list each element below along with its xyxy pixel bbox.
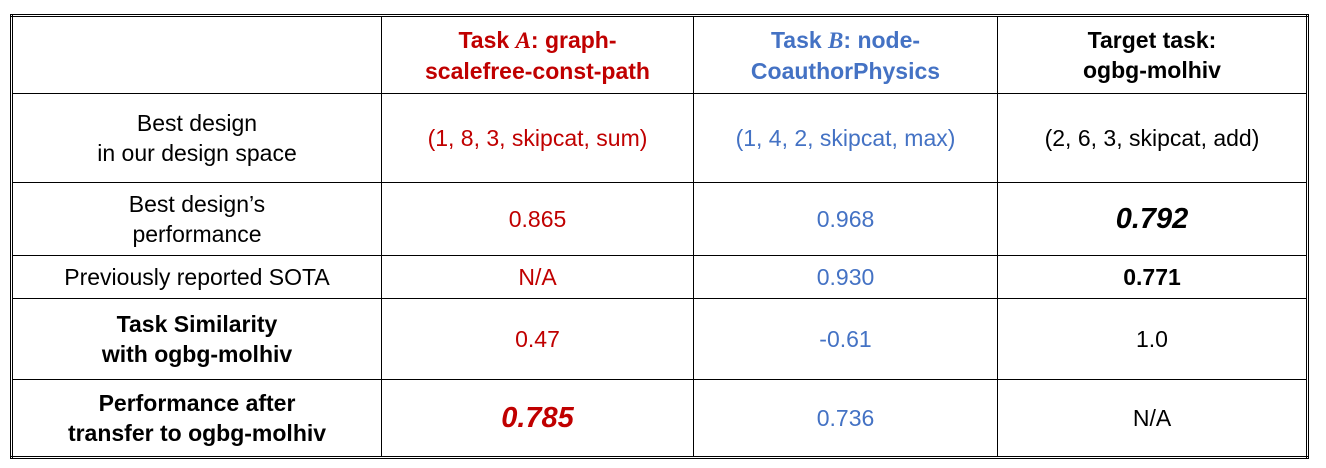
cell-target: N/A (997, 379, 1308, 458)
row-label: Best design in our design space (11, 93, 382, 183)
cell-task-b: 0.736 (693, 379, 998, 458)
results-table: Task A: graph- scalefree-const-path Task… (10, 14, 1309, 459)
cell-task-a: 0.865 (381, 182, 694, 256)
target-name: ogbg-molhiv (1083, 57, 1221, 83)
row-label: Best design’s performance (11, 182, 382, 256)
header-task-a: Task A: graph- scalefree-const-path (381, 15, 694, 94)
label-line: Best design’s (128, 191, 266, 217)
cell-task-b: 0.968 (693, 182, 998, 256)
task-b-prefix: Task (770, 26, 829, 53)
table-row: Best design in our design space (1, 8, 3,… (11, 93, 1308, 183)
cell-target: 1.0 (997, 298, 1308, 380)
cell-task-a: 0.47 (381, 298, 694, 380)
header-target: Target task: ogbg-molhiv (997, 15, 1308, 94)
task-a-suffix: : graph- (530, 26, 617, 53)
empty-corner-cell (11, 15, 382, 94)
task-a-name: scalefree-const-path (425, 57, 650, 84)
label-line: transfer to ogbg-molhiv (67, 420, 327, 446)
table-row: Performance after transfer to ogbg-molhiv… (11, 379, 1308, 458)
cell-task-a: (1, 8, 3, skipcat, sum) (381, 93, 694, 183)
task-b-suffix: : node- (843, 26, 921, 53)
label-line: with ogbg-molhiv (101, 341, 293, 367)
cell-task-b: (1, 4, 2, skipcat, max) (693, 93, 998, 183)
cell-task-a: N/A (381, 255, 694, 299)
table-row: Previously reported SOTA N/A 0.930 0.771 (11, 255, 1308, 299)
label-line: Best design (136, 110, 258, 136)
label-line: in our design space (97, 140, 297, 166)
task-a-var: A (515, 27, 531, 53)
target-label: Target task: (1087, 27, 1217, 53)
label-line: performance (132, 221, 262, 247)
table-row: Task Similarity with ogbg-molhiv 0.47 -0.… (11, 298, 1308, 380)
task-a-prefix: Task (458, 26, 516, 53)
table-row: Best design’s performance 0.865 0.968 0.7… (11, 182, 1308, 256)
row-label: Task Similarity with ogbg-molhiv (11, 298, 382, 380)
label-line: Task Similarity (116, 311, 278, 337)
cell-target: 0.792 (997, 182, 1308, 256)
label-line: Performance after (98, 390, 296, 416)
row-label: Previously reported SOTA (11, 255, 382, 299)
row-label: Performance after transfer to ogbg-molhiv (11, 379, 382, 458)
header-task-b: Task B: node- CoauthorPhysics (693, 15, 998, 94)
cell-target: (2, 6, 3, skipcat, add) (997, 93, 1308, 183)
task-b-name: CoauthorPhysics (750, 57, 941, 84)
cell-task-a: 0.785 (381, 379, 694, 458)
cell-target: 0.771 (997, 255, 1308, 299)
task-b-var: B (828, 27, 844, 53)
header-row: Task A: graph- scalefree-const-path Task… (11, 15, 1308, 94)
cell-task-b: -0.61 (693, 298, 998, 380)
cell-task-b: 0.930 (693, 255, 998, 299)
